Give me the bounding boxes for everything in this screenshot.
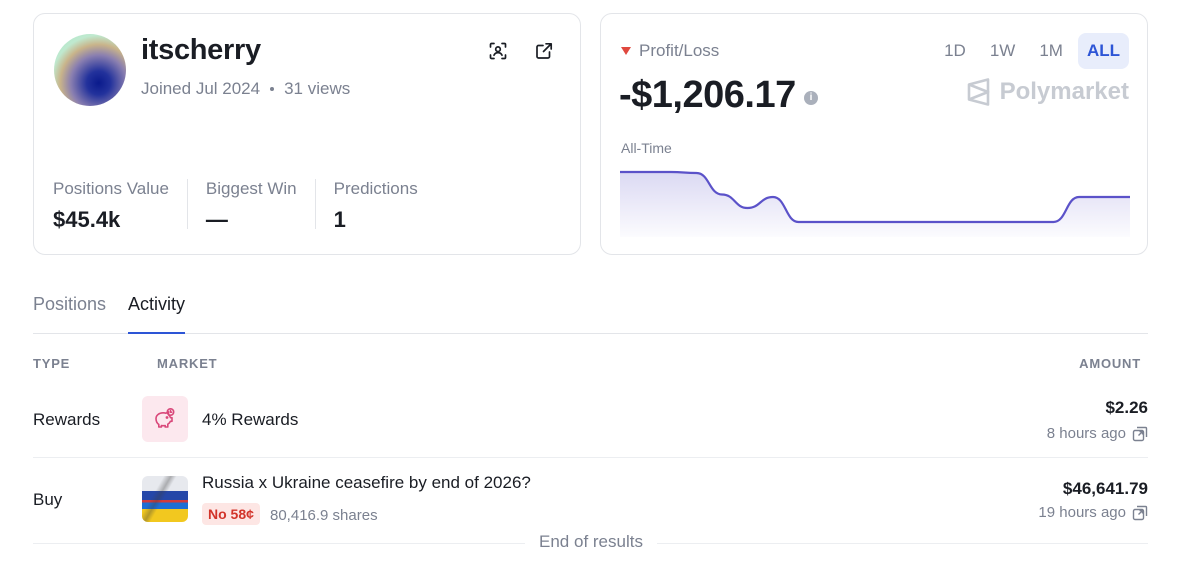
- scan-icon[interactable]: [487, 40, 509, 62]
- stat-label: Biggest Win: [205, 179, 297, 198]
- row-time: 8 hours ago: [1047, 425, 1148, 442]
- external-link-icon[interactable]: [1132, 505, 1148, 521]
- polymarket-logo-icon: [967, 78, 989, 106]
- profile-meta: Joined Jul 2024 31 views: [141, 79, 350, 99]
- pnl-period-label: All-Time: [621, 140, 672, 156]
- row-divider: [33, 457, 1148, 458]
- down-triangle-icon: [621, 47, 631, 55]
- info-icon[interactable]: i: [803, 90, 818, 105]
- row-type: Rewards: [33, 410, 101, 429]
- market-title[interactable]: Russia x Ukraine ceasefire by end of 202…: [202, 473, 531, 492]
- row-time-text: 8 hours ago: [1046, 425, 1126, 442]
- tab-positions[interactable]: Positions: [33, 294, 107, 314]
- tab-bar: Positions Activity: [33, 290, 1148, 334]
- range-1m[interactable]: 1M: [1039, 41, 1063, 60]
- stat-predictions: Predictions 1: [333, 179, 436, 232]
- username: itscherry: [141, 34, 261, 66]
- stat-label: Positions Value: [53, 179, 169, 198]
- joined-date: Joined Jul 2024: [141, 79, 261, 98]
- view-count: 31 views: [284, 79, 351, 98]
- range-selector: 1D 1W 1M ALL: [935, 33, 1129, 69]
- shares-count: 80,416.9 shares: [270, 507, 378, 524]
- profile-card: itscherry Joined Jul 2024 31 views Posit…: [33, 13, 581, 255]
- row-time-text: 19 hours ago: [1038, 504, 1126, 521]
- end-of-results: End of results: [0, 532, 1182, 552]
- column-header-amount: AMOUNT: [1079, 356, 1141, 371]
- chart-area: [620, 172, 1130, 237]
- pnl-label: Profit/Loss: [639, 41, 720, 60]
- stat-positions-value: Positions Value $45.4k: [53, 179, 188, 232]
- piggy-bank-icon: [142, 396, 188, 442]
- polymarket-brand: Polymarket: [966, 78, 1129, 106]
- row-time: 19 hours ago: [1038, 504, 1148, 521]
- pnl-value-row: -$1,206.17 i: [619, 74, 818, 117]
- end-of-results-text: End of results: [525, 532, 657, 551]
- stat-label: Predictions: [333, 179, 418, 198]
- external-link-icon[interactable]: [1132, 426, 1148, 442]
- external-link-icon[interactable]: [533, 40, 555, 62]
- row-amount: $46,641.79: [1062, 479, 1148, 498]
- chart-line: [620, 170, 1130, 224]
- range-all[interactable]: ALL: [1077, 33, 1129, 69]
- stat-value: 1: [333, 207, 346, 232]
- stat-value: —: [205, 207, 228, 232]
- range-1d[interactable]: 1D: [944, 41, 966, 60]
- pnl-header: Profit/Loss: [621, 41, 719, 61]
- market-thumbnail: [142, 476, 188, 522]
- tab-activity[interactable]: Activity: [128, 290, 186, 334]
- column-header-market: MARKET: [157, 356, 218, 371]
- column-header-type: TYPE: [33, 356, 71, 371]
- row-amount: $2.26: [1105, 398, 1148, 417]
- pnl-chart: [620, 170, 1130, 237]
- market-title[interactable]: 4% Rewards: [202, 410, 299, 429]
- brand-name: Polymarket: [999, 78, 1129, 105]
- profit-loss-card: Profit/Loss -$1,206.17 i All-Time 1D 1W …: [600, 13, 1148, 255]
- outcome-badge: No 58¢: [202, 503, 260, 525]
- avatar: [54, 34, 126, 106]
- range-1w[interactable]: 1W: [989, 41, 1016, 60]
- stat-biggest-win: Biggest Win —: [205, 179, 316, 232]
- separator-dot: [270, 87, 275, 91]
- pnl-value: -$1,206.17: [619, 74, 796, 116]
- row-type: Buy: [33, 490, 63, 509]
- profile-stats: Positions Value $45.4k Biggest Win — Pre…: [53, 179, 454, 232]
- stat-value: $45.4k: [53, 207, 121, 232]
